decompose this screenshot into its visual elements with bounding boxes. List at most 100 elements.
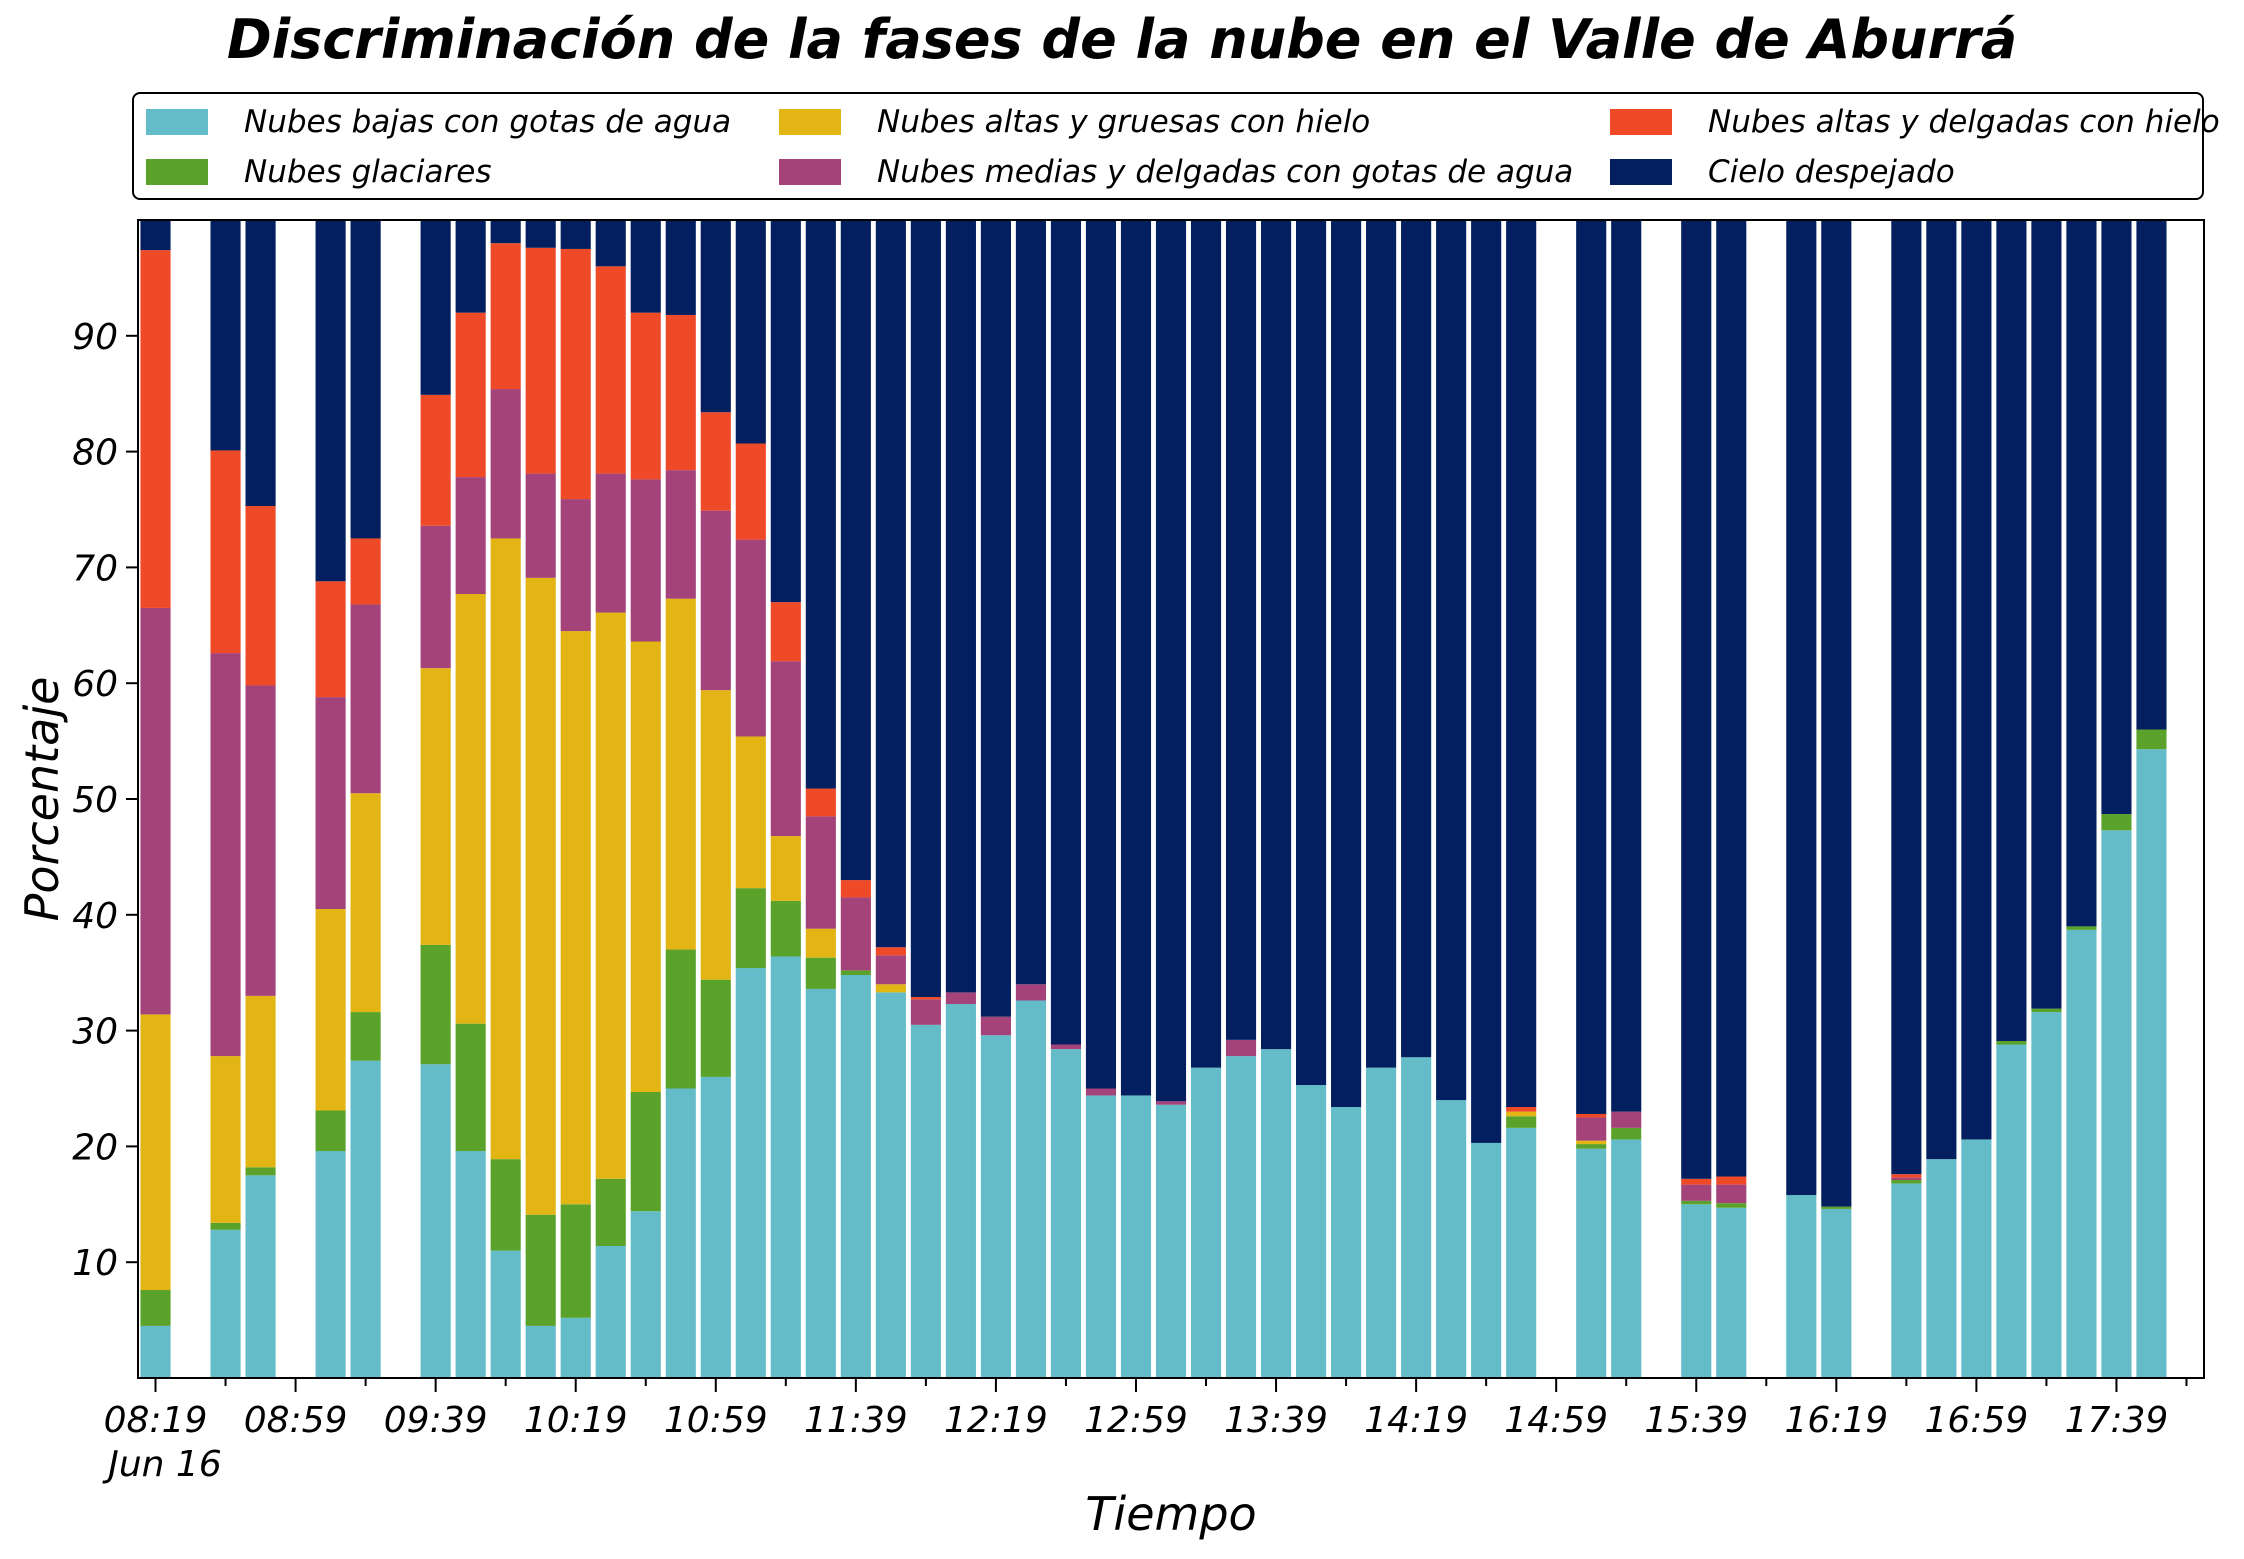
x-tick-label-0819: 08:19 bbox=[104, 1400, 208, 1441]
bar-nubes-altas-y-gruesas-con-hielo-39 bbox=[1506, 1111, 1537, 1117]
bar-nubes-altas-y-gruesas-con-hielo-16 bbox=[700, 690, 731, 980]
bar-nubes-glaciares-8 bbox=[420, 944, 451, 1065]
legend-item-nubes-altas-gruesas: Nubes altas y gruesas con hielo bbox=[779, 102, 1370, 142]
bar-nubes-glaciares-20 bbox=[840, 970, 871, 976]
bar-nubes-altas-y-gruesas-con-hielo-12 bbox=[560, 631, 591, 1205]
bar-nubes-glaciares-45 bbox=[1716, 1203, 1747, 1208]
bar-nubes-medias-y-delgadas-con-gotas-de-agua-9 bbox=[455, 477, 486, 595]
bar-nubes-medias-y-delgadas-con-gotas-de-agua-44 bbox=[1681, 1184, 1712, 1201]
bar-nubes-bajas-con-gotas-de-agua-21 bbox=[875, 992, 906, 1378]
bar-nubes-medias-y-delgadas-con-gotas-de-agua-0 bbox=[140, 607, 171, 1015]
bar-nubes-altas-y-delgadas-con-hielo-17 bbox=[735, 443, 766, 540]
x-tick-label-1739: 17:39 bbox=[2065, 1400, 2169, 1441]
bar-nubes-medias-y-delgadas-con-gotas-de-agua-14 bbox=[630, 479, 661, 642]
bar-nubes-altas-y-gruesas-con-hielo-8 bbox=[420, 668, 451, 945]
bar-nubes-altas-y-delgadas-con-hielo-50 bbox=[1891, 1174, 1922, 1178]
bar-cielo-despejado-33 bbox=[1296, 220, 1327, 1086]
bar-nubes-glaciares-41 bbox=[1576, 1144, 1607, 1149]
bar-nubes-bajas-con-gotas-de-agua-55 bbox=[2066, 929, 2097, 1378]
bar-nubes-altas-y-delgadas-con-hielo-21 bbox=[875, 947, 906, 956]
bar-cielo-despejado-24 bbox=[980, 220, 1011, 1017]
x-tick-label-1259: 12:59 bbox=[1084, 1400, 1188, 1441]
bar-nubes-bajas-con-gotas-de-agua-24 bbox=[980, 1035, 1011, 1378]
x-tick-label-1339: 13:39 bbox=[1224, 1400, 1328, 1441]
bar-nubes-medias-y-delgadas-con-gotas-de-agua-27 bbox=[1085, 1088, 1117, 1096]
bar-nubes-bajas-con-gotas-de-agua-19 bbox=[805, 988, 836, 1378]
bar-nubes-bajas-con-gotas-de-agua-23 bbox=[945, 1003, 976, 1378]
bar-cielo-despejado-51 bbox=[1926, 220, 1957, 1160]
bar-nubes-bajas-con-gotas-de-agua-56 bbox=[2101, 830, 2132, 1378]
x-tick-label-1419: 14:19 bbox=[1364, 1400, 1468, 1441]
bar-nubes-medias-y-delgadas-con-gotas-de-agua-23 bbox=[945, 992, 976, 1004]
x-axis-label: Tiempo bbox=[1085, 1487, 1256, 1541]
bar-nubes-altas-y-gruesas-con-hielo-5 bbox=[315, 909, 346, 1111]
bar-nubes-bajas-con-gotas-de-agua-32 bbox=[1260, 1049, 1292, 1378]
bar-cielo-despejado-10 bbox=[490, 220, 521, 244]
bar-cielo-despejado-45 bbox=[1716, 220, 1747, 1177]
y-axis: 10 20 30 40 50 60 70 80 90 bbox=[72, 317, 138, 1284]
bar-cielo-despejado-52 bbox=[1961, 220, 1992, 1140]
bar-cielo-despejado-34 bbox=[1331, 220, 1362, 1108]
bar-nubes-medias-y-delgadas-con-gotas-de-agua-17 bbox=[735, 539, 766, 737]
legend-swatch-nubes-bajas bbox=[146, 109, 208, 135]
bar-nubes-altas-y-delgadas-con-hielo-3 bbox=[245, 506, 276, 686]
bar-cielo-despejado-30 bbox=[1190, 220, 1222, 1068]
bar-cielo-despejado-32 bbox=[1260, 220, 1292, 1050]
bar-nubes-altas-y-delgadas-con-hielo-12 bbox=[560, 248, 591, 500]
bar-cielo-despejado-5 bbox=[315, 220, 346, 582]
bar-nubes-bajas-con-gotas-de-agua-37 bbox=[1436, 1100, 1467, 1378]
bar-nubes-bajas-con-gotas-de-agua-14 bbox=[630, 1211, 661, 1378]
bar-nubes-bajas-con-gotas-de-agua-48 bbox=[1821, 1208, 1852, 1378]
bar-cielo-despejado-16 bbox=[700, 220, 731, 413]
bar-nubes-bajas-con-gotas-de-agua-8 bbox=[420, 1064, 451, 1378]
bar-nubes-glaciares-56 bbox=[2101, 814, 2132, 831]
legend-swatch-nubes-glaciares bbox=[146, 159, 208, 185]
bar-nubes-glaciares-12 bbox=[560, 1204, 591, 1318]
bar-nubes-bajas-con-gotas-de-agua-3 bbox=[245, 1175, 276, 1378]
bar-cielo-despejado-20 bbox=[840, 220, 871, 881]
bar-nubes-medias-y-delgadas-con-gotas-de-agua-20 bbox=[840, 897, 871, 971]
bar-nubes-altas-y-delgadas-con-hielo-11 bbox=[525, 247, 556, 474]
bar-nubes-bajas-con-gotas-de-agua-18 bbox=[770, 956, 801, 1378]
bar-nubes-altas-y-delgadas-con-hielo-6 bbox=[350, 538, 381, 605]
legend-label-nubes-altas-gruesas: Nubes altas y gruesas con hielo bbox=[877, 104, 1371, 140]
y-tick-label-60: 60 bbox=[72, 664, 118, 705]
bar-nubes-glaciares-48 bbox=[1821, 1206, 1852, 1209]
bar-nubes-medias-y-delgadas-con-gotas-de-agua-19 bbox=[805, 816, 836, 929]
bar-nubes-glaciares-57 bbox=[2136, 729, 2167, 750]
bar-nubes-bajas-con-gotas-de-agua-38 bbox=[1471, 1142, 1502, 1378]
bar-nubes-altas-y-delgadas-con-hielo-2 bbox=[210, 450, 241, 654]
bar-nubes-bajas-con-gotas-de-agua-51 bbox=[1926, 1159, 1957, 1378]
bar-cielo-despejado-18 bbox=[770, 220, 801, 603]
y-tick-label-70: 70 bbox=[72, 548, 118, 589]
bar-nubes-altas-y-gruesas-con-hielo-11 bbox=[525, 577, 556, 1215]
x-tick-label-1659: 16:59 bbox=[1925, 1400, 2029, 1441]
bars-layer bbox=[140, 220, 2167, 1378]
bar-nubes-bajas-con-gotas-de-agua-54 bbox=[2031, 1012, 2062, 1378]
bar-cielo-despejado-47 bbox=[1786, 220, 1817, 1196]
x-axis-date-label: Jun 16 bbox=[102, 1444, 222, 1485]
bar-nubes-bajas-con-gotas-de-agua-35 bbox=[1366, 1067, 1397, 1378]
bar-nubes-bajas-con-gotas-de-agua-53 bbox=[1996, 1044, 2027, 1378]
bar-nubes-altas-y-gruesas-con-hielo-13 bbox=[595, 612, 626, 1179]
x-tick-label-1139: 11:39 bbox=[804, 1400, 908, 1441]
legend-item-nubes-medias-delgadas: Nubes medias y delgadas con gotas de agu… bbox=[779, 152, 1573, 192]
x-tick-label-0859: 08:59 bbox=[244, 1400, 348, 1441]
bar-cielo-despejado-19 bbox=[805, 220, 836, 789]
bar-nubes-bajas-con-gotas-de-agua-39 bbox=[1506, 1127, 1537, 1378]
bar-cielo-despejado-44 bbox=[1681, 220, 1712, 1179]
x-tick-label-1219: 12:19 bbox=[944, 1400, 1048, 1441]
legend-item-nubes-altas-delgadas: Nubes altas y delgadas con hielo bbox=[1610, 102, 2220, 142]
legend-label-nubes-medias-delgadas: Nubes medias y delgadas con gotas de agu… bbox=[877, 154, 1574, 190]
bar-cielo-despejado-0 bbox=[140, 220, 171, 251]
bar-cielo-despejado-23 bbox=[945, 220, 976, 993]
bar-nubes-medias-y-delgadas-con-gotas-de-agua-5 bbox=[315, 697, 346, 910]
bar-nubes-glaciares-6 bbox=[350, 1012, 381, 1061]
legend-item-nubes-bajas: Nubes bajas con gotas de agua bbox=[146, 102, 731, 142]
chart-legend: Nubes bajas con gotas de agua Nubes glac… bbox=[132, 92, 2220, 200]
bar-cielo-despejado-29 bbox=[1155, 220, 1187, 1102]
bar-nubes-bajas-con-gotas-de-agua-47 bbox=[1786, 1195, 1817, 1378]
bar-cielo-despejado-36 bbox=[1401, 220, 1432, 1058]
bar-nubes-altas-y-delgadas-con-hielo-44 bbox=[1681, 1178, 1712, 1185]
bar-nubes-bajas-con-gotas-de-agua-44 bbox=[1681, 1204, 1712, 1378]
